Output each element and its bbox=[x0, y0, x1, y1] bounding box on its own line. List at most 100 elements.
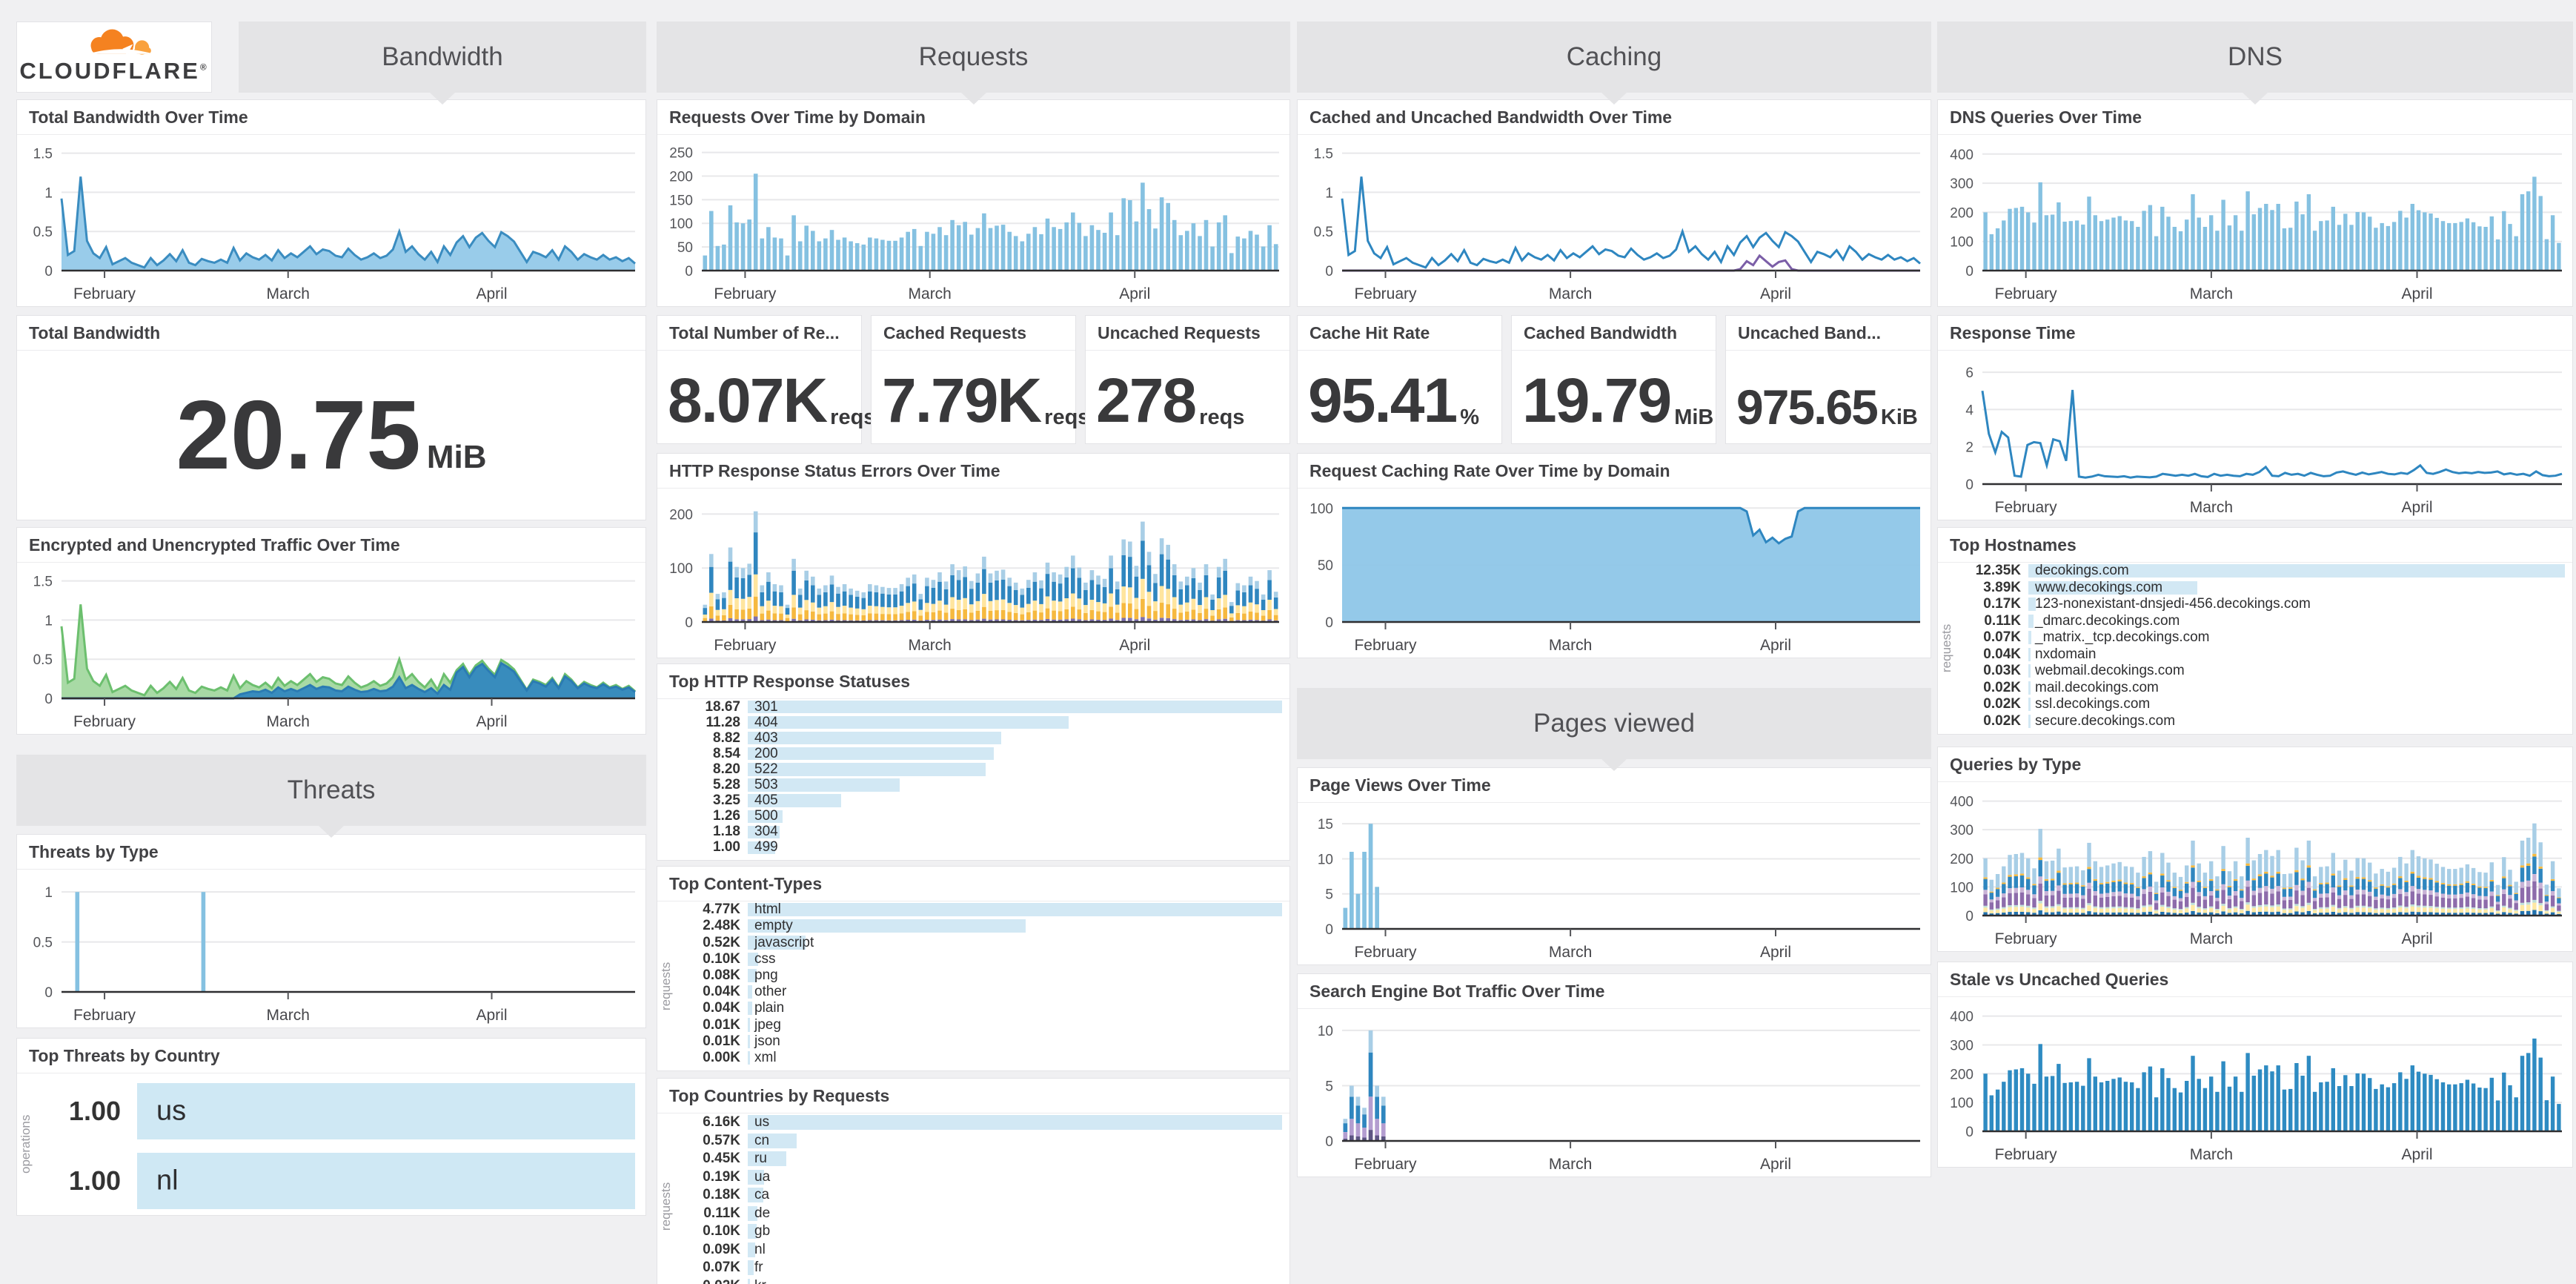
svg-text:March: March bbox=[2190, 930, 2233, 947]
list-item-value: 0.08K bbox=[703, 967, 740, 983]
top-statuses-list: 18.67 301 11.28 404 8.82 403 8.54 200 8.20 522 5.2… bbox=[677, 699, 1282, 856]
encrypted-traffic-chart[interactable]: 0 0.5 1 1.5 February March April bbox=[17, 563, 645, 734]
total-bandwidth-stat: 20.75 MiB bbox=[17, 351, 645, 520]
cloudflare-cloud-icon bbox=[87, 29, 154, 55]
list-item[interactable]: 1.00 499 bbox=[677, 839, 1282, 856]
requests-over-time-chart[interactable]: 0 50 100 150 200 250 February March April bbox=[657, 135, 1289, 306]
svg-text:April: April bbox=[2401, 1146, 2432, 1163]
list-item[interactable]: 0.04K other bbox=[677, 984, 1282, 1000]
list-item-label: mail.decokings.com bbox=[2035, 679, 2159, 695]
y-axis-label: operations bbox=[19, 1114, 33, 1174]
total-bandwidth-over-time-chart[interactable]: 0 0.5 1 1.5 February March April bbox=[17, 135, 645, 306]
list-item[interactable]: 6.16K us bbox=[677, 1113, 1282, 1132]
panel-title: Page Views Over Time bbox=[1298, 768, 1931, 803]
list-item[interactable]: 0.01K json bbox=[677, 1033, 1282, 1050]
list-item[interactable]: 0.18K ca bbox=[677, 1186, 1282, 1205]
svg-text:March: March bbox=[2190, 499, 2233, 516]
svg-text:March: March bbox=[1549, 285, 1592, 302]
panel-title: Stale vs Uncached Queries bbox=[1938, 962, 2572, 997]
list-item-value: 18.67 bbox=[705, 698, 740, 715]
list-item[interactable]: 0.03K webmail.decokings.com bbox=[1957, 663, 2565, 680]
list-item[interactable]: 0.00K xml bbox=[677, 1050, 1282, 1066]
list-item[interactable]: 8.82 403 bbox=[677, 730, 1282, 746]
list-item[interactable]: 0.09K nl bbox=[677, 1241, 1282, 1260]
list-item[interactable]: 0.57K cn bbox=[677, 1132, 1282, 1151]
total-requests-stat: 8.07K reqs bbox=[668, 351, 875, 443]
panel-top-content-types: Top Content-Types requests 4.77K html 2.48… bbox=[657, 866, 1290, 1071]
dns-queries-chart[interactable]: 0 100 200 300 400 February March April bbox=[1938, 135, 2572, 306]
list-item-bar: ssl.decokings.com bbox=[2028, 696, 2565, 713]
list-item[interactable]: 1.00 nl bbox=[39, 1153, 635, 1209]
list-item-value: 11.28 bbox=[706, 714, 741, 730]
list-item[interactable]: 0.04K plain bbox=[677, 1000, 1282, 1016]
list-item[interactable]: 0.04K nxdomain bbox=[1957, 646, 2565, 663]
cloudflare-logo-card[interactable]: CLOUDFLARE® bbox=[16, 21, 212, 93]
svg-text:February: February bbox=[73, 285, 136, 302]
list-item-label: plain bbox=[754, 1000, 785, 1016]
list-item[interactable]: 0.11K de bbox=[677, 1205, 1282, 1223]
list-item-label: png bbox=[754, 967, 778, 983]
bot-traffic-chart[interactable]: 0 5 10 February March April bbox=[1298, 1009, 1931, 1177]
threats-by-type-chart[interactable]: 0 0.5 1 February March April bbox=[17, 870, 645, 1027]
list-item-label: us bbox=[156, 1095, 187, 1127]
list-item-bar: secure.decokings.com bbox=[2028, 713, 2565, 730]
list-item[interactable]: 0.07K _matrix._tcp.decokings.com bbox=[1957, 629, 2565, 646]
list-item[interactable]: 0.08K png bbox=[677, 967, 1282, 984]
list-item[interactable]: 0.10K css bbox=[677, 951, 1282, 967]
list-item[interactable]: 0.11K _dmarc.decokings.com bbox=[1957, 613, 2565, 630]
list-item[interactable]: 0.07K fr bbox=[677, 1259, 1282, 1277]
list-item-value: 0.45K bbox=[703, 1151, 740, 1167]
panel-http-errors: HTTP Response Status Errors Over Time 0 1… bbox=[657, 453, 1290, 658]
list-item[interactable]: 12.35K decokings.com bbox=[1957, 563, 2565, 580]
response-time-chart[interactable]: 0 2 4 6 February March April bbox=[1938, 351, 2572, 520]
list-item[interactable]: 0.10K gb bbox=[677, 1222, 1282, 1241]
list-item[interactable]: 8.20 522 bbox=[677, 761, 1282, 777]
svg-text:50: 50 bbox=[677, 240, 693, 256]
list-item-bar: kr bbox=[748, 1277, 1282, 1284]
list-item[interactable]: 1.26 500 bbox=[677, 808, 1282, 824]
list-item-bar: 403 bbox=[748, 730, 1282, 746]
list-item[interactable]: 5.28 503 bbox=[677, 777, 1282, 792]
svg-text:0.5: 0.5 bbox=[33, 225, 53, 240]
list-item[interactable]: 0.19K ua bbox=[677, 1168, 1282, 1187]
list-item[interactable]: 18.67 301 bbox=[677, 699, 1282, 715]
list-item[interactable]: 0.45K ru bbox=[677, 1150, 1282, 1168]
section-header-requests: Requests bbox=[657, 21, 1290, 93]
list-item[interactable]: 0.02K secure.decokings.com bbox=[1957, 713, 2565, 730]
svg-text:April: April bbox=[476, 285, 507, 302]
stale-vs-uncached-queries-chart[interactable]: 0 100 200 300 400 February March April bbox=[1938, 997, 2572, 1167]
list-item[interactable]: 3.89K www.decokings.com bbox=[1957, 580, 2565, 597]
list-item-bar: png bbox=[748, 967, 1282, 984]
list-item[interactable]: 8.54 200 bbox=[677, 746, 1282, 761]
list-item-value: 0.07K bbox=[1983, 629, 2021, 646]
list-item[interactable]: 3.25 405 bbox=[677, 792, 1282, 809]
list-item-label: javascript bbox=[754, 934, 814, 950]
list-item[interactable]: 0.02K ssl.decokings.com bbox=[1957, 696, 2565, 713]
svg-text:5: 5 bbox=[1325, 1079, 1333, 1094]
list-item[interactable]: 2.48K empty bbox=[677, 918, 1282, 934]
stat-unit: MiB bbox=[1674, 406, 1714, 429]
list-item-label: 403 bbox=[754, 729, 778, 746]
list-item-value: 0.01K bbox=[703, 1016, 740, 1033]
list-item[interactable]: 4.77K html bbox=[677, 901, 1282, 918]
section-header-dns: DNS bbox=[1937, 21, 2573, 93]
list-item[interactable]: 1.18 304 bbox=[677, 824, 1282, 840]
http-errors-chart[interactable]: 0 100 200 February March April bbox=[657, 489, 1289, 658]
panel-page-views: Page Views Over Time 0 5 10 15 February March… bbox=[1297, 767, 1931, 965]
request-caching-rate-chart[interactable]: 0 50 100 February March April bbox=[1298, 489, 1931, 658]
list-item[interactable]: 11.28 404 bbox=[677, 715, 1282, 730]
queries-by-type-chart[interactable]: 0 100 200 300 400 February March April bbox=[1938, 782, 2572, 951]
stat-unit: reqs bbox=[1199, 406, 1245, 429]
svg-text:February: February bbox=[1995, 285, 2058, 302]
svg-text:400: 400 bbox=[1950, 148, 1974, 163]
page-views-chart[interactable]: 0 5 10 15 February March April bbox=[1298, 803, 1931, 964]
list-item[interactable]: 1.00 us bbox=[39, 1083, 635, 1139]
list-item[interactable]: 0.02K kr bbox=[677, 1277, 1282, 1284]
list-item[interactable]: 0.52K javascript bbox=[677, 934, 1282, 950]
cached-uncached-bandwidth-chart[interactable]: 0 0.5 1 1.5 February March April bbox=[1298, 135, 1931, 306]
list-item-value: 0.00K bbox=[703, 1049, 740, 1065]
list-item[interactable]: 0.17K 123-nonexistant-dnsjedi-456.decokin… bbox=[1957, 596, 2565, 613]
list-item[interactable]: 0.02K mail.decokings.com bbox=[1957, 680, 2565, 697]
list-item-bar: nl bbox=[137, 1153, 635, 1209]
list-item[interactable]: 0.01K jpeg bbox=[677, 1016, 1282, 1033]
